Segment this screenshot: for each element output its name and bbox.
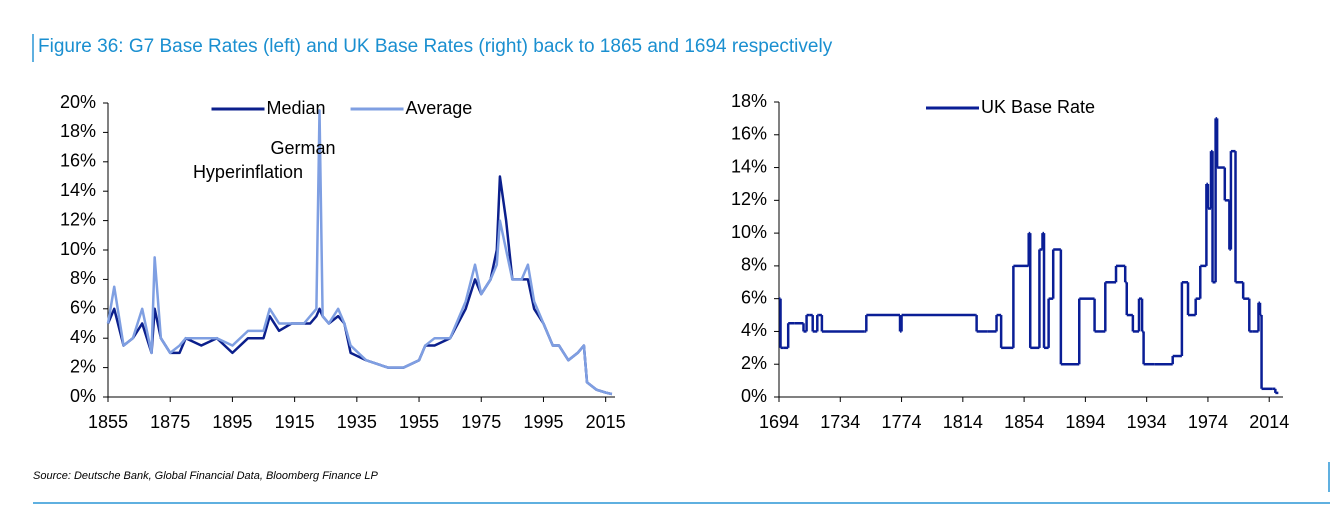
x-tick-label: 1934 (1127, 412, 1167, 432)
x-tick-label: 1895 (212, 412, 252, 432)
y-tick-label: 8% (70, 268, 96, 288)
x-tick-label: 1995 (523, 412, 563, 432)
x-tick-label: 2014 (1249, 412, 1289, 432)
y-tick-label: 2% (70, 356, 96, 376)
y-tick-label: 14% (60, 180, 96, 200)
x-tick-label: 1875 (150, 412, 190, 432)
y-tick-label: 12% (60, 209, 96, 229)
x-tick-label: 1814 (943, 412, 983, 432)
legend-label: UK Base Rate (981, 97, 1095, 117)
source-note: Source: Deutsche Bank, Global Financial … (33, 470, 379, 482)
x-tick-label: 1694 (759, 412, 799, 432)
y-tick-label: 12% (731, 189, 767, 209)
series-line (106, 175, 613, 396)
y-tick-label: 16% (731, 124, 767, 144)
series-line (106, 109, 613, 396)
y-tick-label: 6% (70, 298, 96, 318)
y-tick-label: 14% (731, 156, 767, 176)
x-tick-label: 1935 (337, 412, 377, 432)
legend-label: Median (267, 98, 326, 118)
x-tick-label: 2015 (586, 412, 626, 432)
y-tick-label: 4% (70, 327, 96, 347)
x-tick-label: 1955 (399, 412, 439, 432)
x-tick-label: 1974 (1188, 412, 1228, 432)
annotation: German (270, 138, 335, 158)
x-tick-label: 1915 (275, 412, 315, 432)
x-tick-label: 1975 (461, 412, 501, 432)
x-tick-label: 1854 (1004, 412, 1044, 432)
figure-title: Figure 36: G7 Base Rates (left) and UK B… (38, 36, 833, 57)
y-tick-label: 4% (741, 320, 767, 340)
y-tick-label: 10% (60, 239, 96, 259)
y-tick-label: 6% (741, 287, 767, 307)
y-tick-label: 16% (60, 151, 96, 171)
x-tick-label: 1774 (882, 412, 922, 432)
y-tick-label: 0% (741, 386, 767, 406)
x-tick-label: 1855 (88, 412, 128, 432)
legend-label: Average (406, 98, 473, 118)
y-tick-label: 18% (731, 91, 767, 111)
x-tick-label: 1894 (1065, 412, 1105, 432)
y-tick-label: 2% (741, 353, 767, 373)
annotation: Hyperinflation (193, 162, 303, 182)
x-tick-label: 1734 (820, 412, 860, 432)
y-tick-label: 8% (741, 255, 767, 275)
y-tick-label: 0% (70, 386, 96, 406)
y-tick-label: 18% (60, 121, 96, 141)
y-tick-label: 10% (731, 222, 767, 242)
y-tick-label: 20% (60, 92, 96, 112)
